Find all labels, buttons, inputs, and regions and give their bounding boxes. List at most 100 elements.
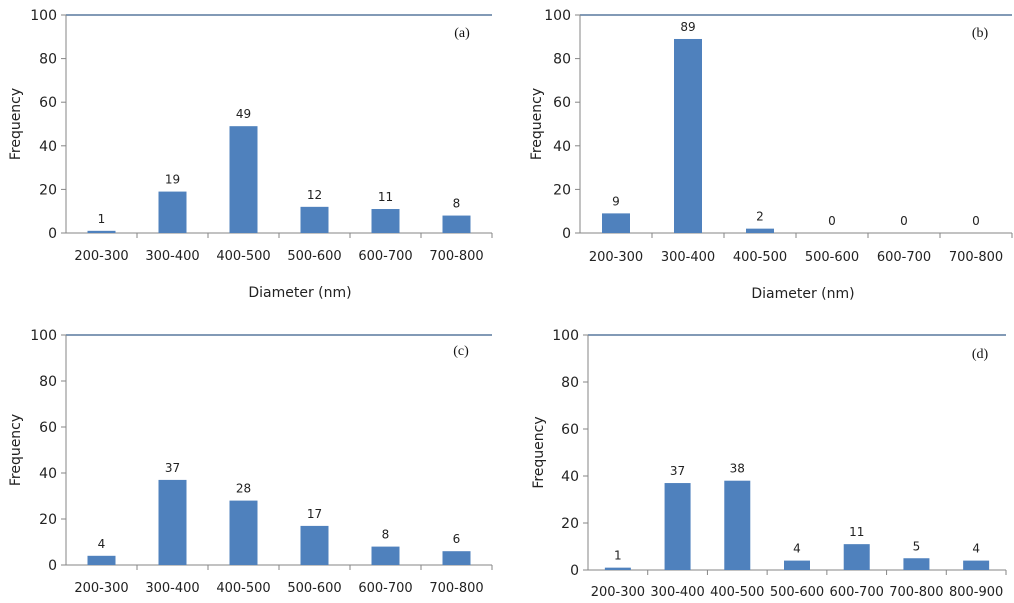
bar [371,546,400,565]
bar [963,560,990,570]
x-tick-label: 300-400 [145,249,199,264]
bar [229,126,258,233]
bar [843,544,870,570]
x-tick-label: 700-800 [949,250,1003,265]
x-tick-label: 300-400 [145,581,199,596]
x-tick-label: 700-800 [429,581,483,596]
chart-panel-4: 0 20 40 60 80 100 1 200-300 37 300-400 38 400-500 4 5… [531,328,1007,600]
y-tick-label: 0 [48,226,57,242]
bar [87,230,116,233]
y-tick-label: 100 [30,8,57,24]
bar [784,560,810,570]
x-tick-label: 200-300 [591,585,645,600]
data-label: 49 [236,107,251,121]
data-label: 0 [828,214,836,228]
x-tick-label: 300-400 [650,585,704,600]
y-tick-label: 100 [30,328,57,344]
y-axis-label: Frequency [531,416,547,488]
y-tick-label: 80 [561,375,579,391]
data-label: 37 [670,464,685,478]
data-label: 37 [165,461,180,475]
bar [300,206,329,233]
x-tick-label: 600-700 [358,249,412,264]
panel-label: (b) [972,26,989,41]
x-axis-label: Diameter (nm) [751,286,854,302]
y-tick-label: 20 [39,512,57,528]
x-axis-label: Diameter (nm) [248,285,351,301]
data-label: 5 [913,539,921,553]
x-tick-label: 500-600 [770,585,824,600]
data-label: 2 [756,210,764,224]
bar [442,215,471,233]
panel-label: (a) [454,26,470,41]
y-tick-label: 80 [39,52,57,68]
data-label: 4 [793,542,801,556]
y-tick-label: 60 [39,95,57,111]
panel-label: (c) [453,344,469,359]
data-label: 89 [680,20,695,34]
y-axis-label: Frequency [8,88,24,160]
data-label: 6 [453,532,461,546]
chart-panel-2: 0 20 40 60 80 100 9 200-300 89 300-400 2 400-500 0 50… [529,8,1013,302]
data-label: 38 [730,462,745,476]
y-tick-label: 40 [561,469,579,485]
bar [158,479,187,565]
y-tick-label: 80 [553,52,571,68]
y-axis-label: Frequency [529,88,545,160]
y-tick-label: 20 [561,516,579,532]
y-tick-label: 60 [561,422,579,438]
bar [87,555,116,565]
y-tick-label: 60 [553,95,571,111]
x-tick-label: 600-700 [830,585,884,600]
bar [229,500,258,565]
x-tick-label: 200-300 [589,250,643,265]
y-tick-label: 40 [39,466,57,482]
data-label: 17 [307,507,322,521]
data-label: 12 [307,188,322,202]
x-tick-label: 400-500 [733,250,787,265]
bar [602,213,630,233]
y-tick-label: 60 [39,420,57,436]
data-label: 1 [614,549,622,563]
data-label: 28 [236,482,251,496]
x-tick-label: 400-500 [216,249,270,264]
bar [664,483,691,570]
y-tick-label: 40 [39,139,57,155]
bar [674,38,702,234]
x-tick-label: 500-600 [805,250,859,265]
bar [442,551,471,565]
data-label: 4 [972,542,980,556]
bar [724,480,751,570]
x-tick-label: 500-600 [287,581,341,596]
data-label: 1 [98,212,106,226]
y-tick-label: 100 [544,8,571,24]
chart-panel-1: 0 20 40 60 80 100 1 200-300 19 300-400 49 400-500 12… [8,8,493,301]
y-tick-label: 20 [553,182,571,198]
x-tick-label: 400-500 [710,585,764,600]
y-tick-label: 40 [553,139,571,155]
y-tick-label: 80 [39,374,57,390]
data-label: 19 [165,173,180,187]
bar [903,558,930,570]
x-tick-label: 200-300 [74,249,128,264]
x-tick-label: 500-600 [287,249,341,264]
data-label: 0 [900,214,908,228]
y-tick-label: 20 [39,182,57,198]
data-label: 11 [849,525,864,539]
x-tick-label: 200-300 [74,581,128,596]
x-tick-label: 700-800 [429,249,483,264]
data-label: 11 [378,190,393,204]
y-tick-label: 0 [562,226,571,242]
x-tick-label: 300-400 [661,250,715,265]
panel-label: (d) [972,347,989,362]
y-tick-label: 0 [48,558,57,574]
x-tick-label: 600-700 [877,250,931,265]
x-tick-label: 400-500 [216,581,270,596]
data-label: 4 [98,537,106,551]
x-tick-label: 600-700 [358,581,412,596]
bar [300,525,329,565]
data-label: 0 [972,214,980,228]
y-axis-label: Frequency [8,414,24,486]
data-label: 8 [453,197,461,211]
